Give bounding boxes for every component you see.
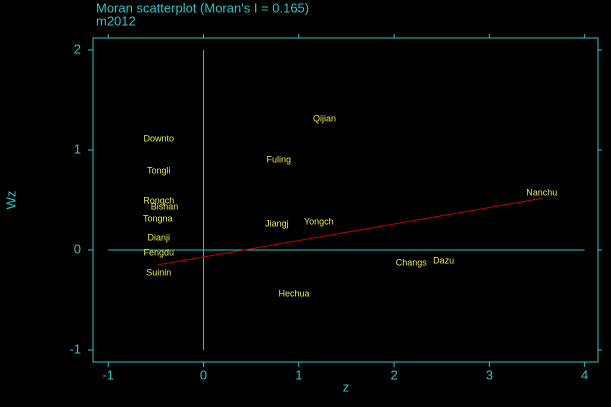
y-tick-label: 0 [74, 241, 81, 256]
x-tick-label: -1 [102, 367, 114, 382]
point-label: Downto [143, 133, 174, 143]
x-tick-label: 0 [200, 367, 207, 382]
y-tick-label: 2 [74, 41, 81, 56]
point-label: Fengdu [143, 247, 174, 257]
point-label: Nanchu [526, 187, 557, 197]
point-label: Fuling [267, 154, 292, 164]
plot-frame [92, 37, 599, 363]
chart-title: Moran scatterplot (Moran's I = 0.165) [96, 0, 309, 15]
point-label: Qijian [313, 113, 336, 123]
point-label: Dazu [433, 255, 454, 265]
y-tick-label: -1 [69, 341, 81, 356]
point-label: Suinin [146, 267, 171, 277]
point-label: Hechua [279, 288, 310, 298]
x-tick-label: 3 [486, 367, 493, 382]
point-label: Dianji [147, 232, 170, 242]
fit-line [157, 197, 542, 266]
x-tick-label: 2 [390, 367, 397, 382]
x-tick-label: 4 [581, 367, 588, 382]
point-label: Tongli [147, 165, 171, 175]
x-axis-title: z [343, 379, 350, 394]
point-label: Tongna [143, 213, 173, 223]
y-tick-label: 1 [74, 141, 81, 156]
point-label: Yongch [304, 216, 334, 226]
x-tick-label: 1 [295, 367, 302, 382]
point-label: Rongch [143, 195, 174, 205]
point-label: Bishan [151, 201, 179, 211]
y-axis-title: Wz [3, 191, 18, 210]
point-label: Changs [396, 257, 428, 267]
point-label: Jiangj [265, 218, 289, 228]
chart-subtitle: m2012 [96, 13, 136, 28]
